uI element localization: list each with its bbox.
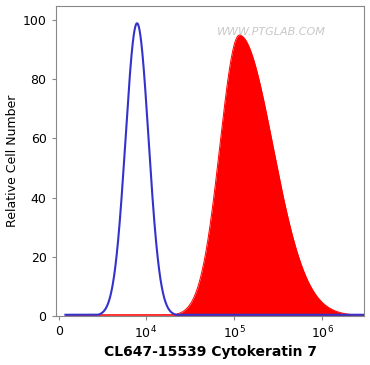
X-axis label: CL647-15539 Cytokeratin 7: CL647-15539 Cytokeratin 7 <box>104 345 316 360</box>
Text: WWW.PTGLAB.COM: WWW.PTGLAB.COM <box>217 27 326 37</box>
Y-axis label: Relative Cell Number: Relative Cell Number <box>6 95 18 227</box>
